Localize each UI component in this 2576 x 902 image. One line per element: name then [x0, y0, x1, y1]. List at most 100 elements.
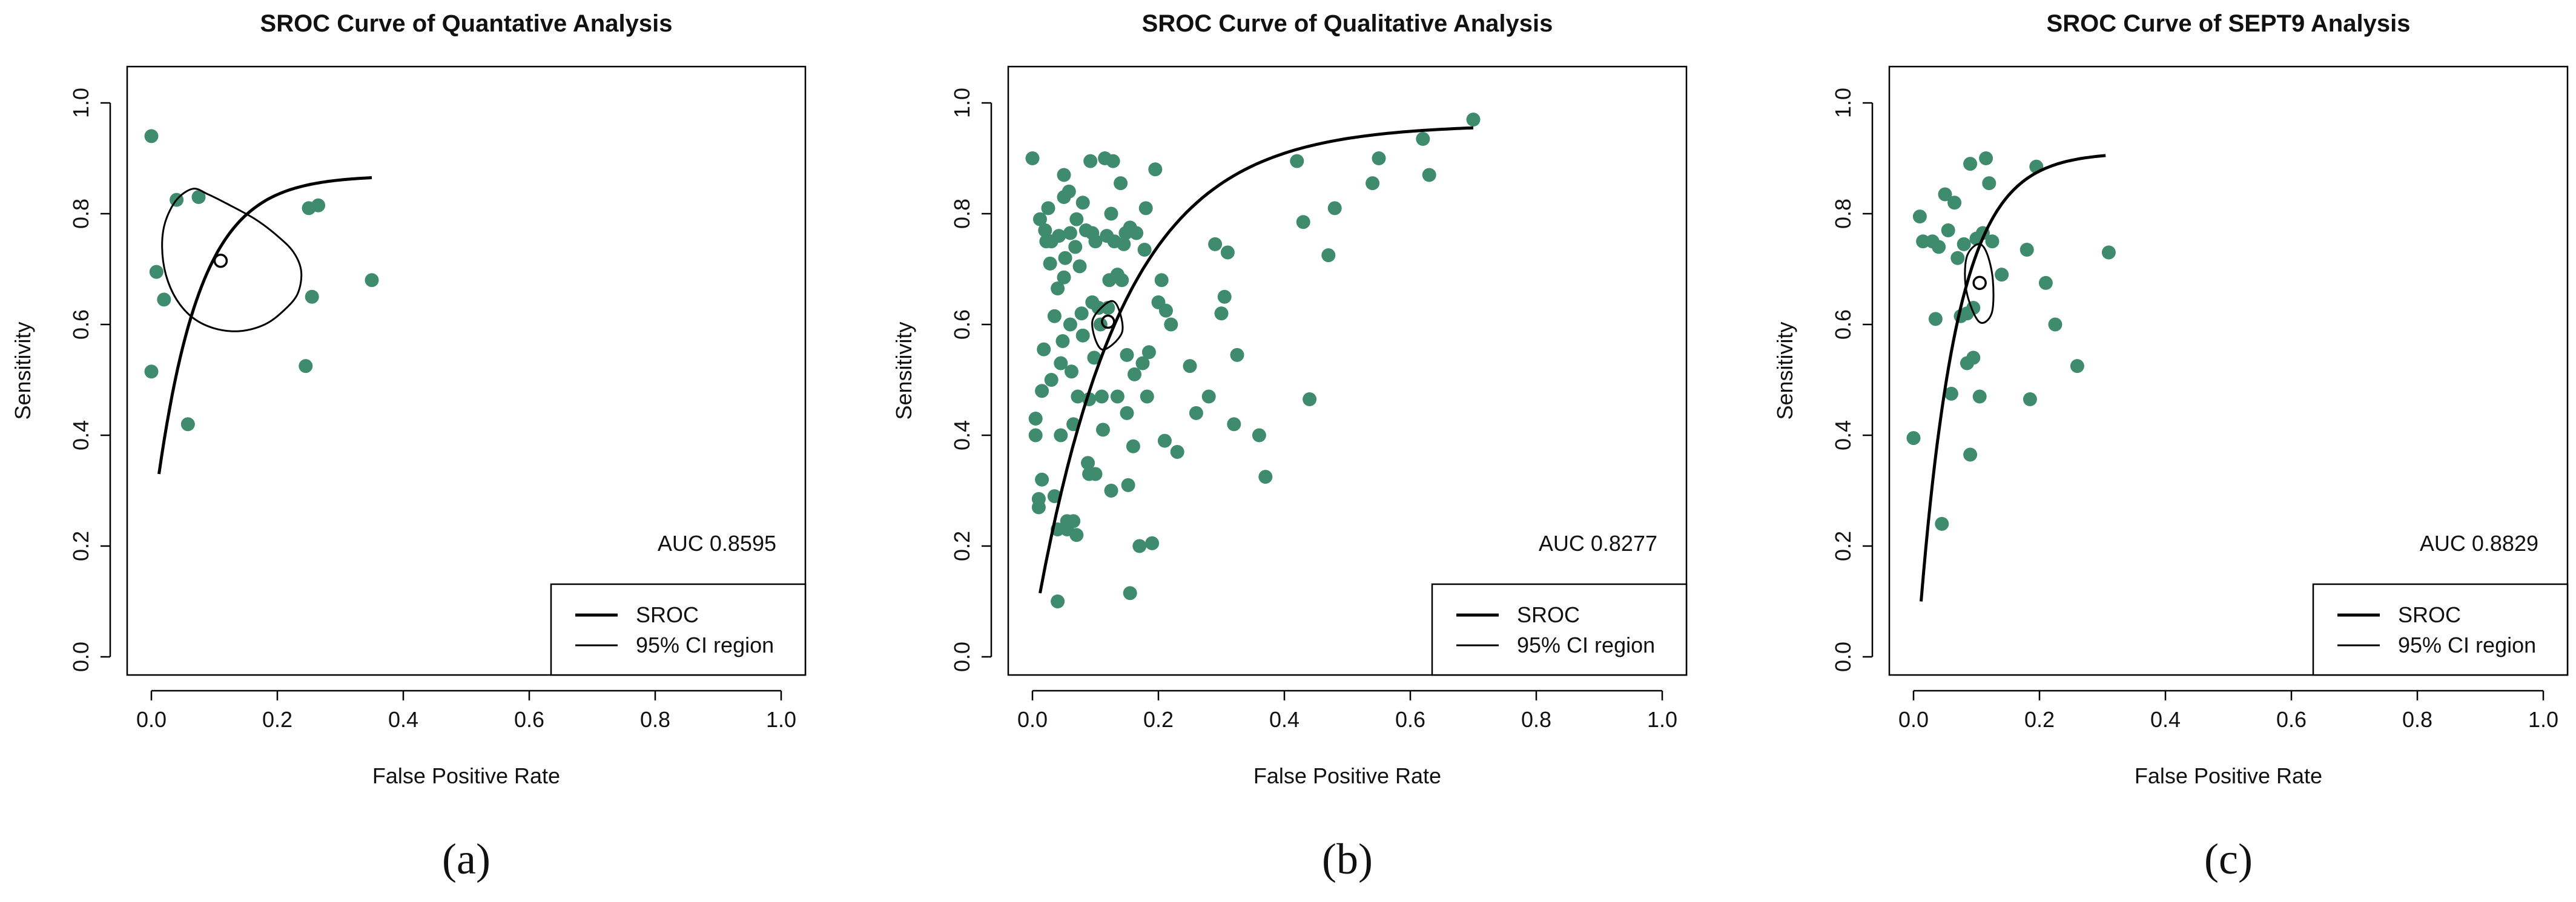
study-point [1094, 389, 1109, 404]
x-tick-label: 0.6 [1395, 707, 1425, 732]
study-point [1123, 586, 1137, 601]
study-point [1088, 467, 1103, 481]
study-point [1995, 268, 2009, 282]
summary-point [1101, 314, 1115, 329]
study-point [1120, 406, 1134, 420]
y-tick-label: 0.0 [1831, 642, 1855, 672]
study-point [1038, 223, 1052, 237]
study-point [1217, 289, 1232, 304]
study-point [1095, 423, 1110, 437]
y-tick-label: 0.0 [68, 642, 93, 672]
study-point [1087, 351, 1101, 365]
study-point [299, 359, 313, 374]
study-point [1950, 251, 1965, 265]
study-point [1935, 516, 1949, 531]
legend-sroc-label: SROC [636, 602, 699, 627]
study-point [1121, 478, 1135, 492]
study-point [1296, 215, 1310, 229]
study-point [149, 265, 163, 279]
study-point [1220, 245, 1235, 260]
study-point [1120, 347, 1134, 362]
study-point [1932, 240, 1946, 254]
chart-title: SROC Curve of Quantative Analysis [260, 10, 673, 37]
x-tick-label: 1.0 [766, 707, 796, 732]
summary-point [213, 254, 228, 268]
study-point [1054, 428, 1068, 443]
study-point [1982, 176, 1996, 191]
panel-3: SROC Curve of SEPT9 Analysis 0.0 0.2 0.4 0.6… [1772, 10, 2569, 883]
study-point [1214, 306, 1229, 321]
study-point [1321, 248, 1336, 263]
study-point [1055, 334, 1070, 348]
study-point [1158, 303, 1173, 318]
study-point [191, 190, 206, 205]
chart-title: SROC Curve of Qualitative Analysis [1142, 10, 1553, 37]
x-tick-label: 0.6 [2276, 707, 2307, 732]
study-point [1127, 367, 1141, 381]
study-point [1035, 384, 1049, 398]
study-point [2023, 392, 2037, 407]
study-point [1303, 392, 1317, 407]
ci-region [1091, 300, 1124, 351]
x-tick-label: 0.8 [640, 707, 670, 732]
plot-frame [1888, 65, 2569, 676]
ci-region [161, 188, 303, 332]
study-point [144, 364, 159, 379]
legend-sroc-label: SROC [1517, 602, 1580, 627]
study-point [1957, 237, 1971, 251]
study-point [1944, 386, 1958, 401]
y-tick-label: 0.6 [68, 309, 93, 340]
study-point [1025, 151, 1040, 165]
y-tick-label: 0.4 [68, 420, 93, 450]
study-point [1044, 373, 1058, 387]
study-point [1258, 470, 1273, 484]
x-tick-label: 0.2 [1143, 707, 1174, 732]
study-point [1183, 359, 1197, 374]
x-tick-label: 0.0 [136, 707, 167, 732]
study-point [157, 292, 171, 307]
study-point [1906, 431, 1921, 446]
study-point [1057, 270, 1071, 285]
study-point [1062, 184, 1076, 199]
study-point [1063, 317, 1077, 332]
study-point [1028, 412, 1043, 426]
study-point [1985, 234, 2000, 249]
study-point [1141, 345, 1156, 360]
study-point [144, 129, 159, 143]
study-point [1126, 439, 1140, 453]
panel-label: (a) [442, 835, 490, 883]
study-point [1028, 428, 1043, 443]
study-point [1189, 406, 1203, 420]
auc-label: AUC 0.8829 [2420, 531, 2538, 556]
x-tick-label: 1.0 [2528, 707, 2558, 732]
study-point [1208, 237, 1223, 251]
plot-frame [1007, 65, 1688, 676]
study-point [305, 289, 319, 304]
legend-sroc-label: SROC [2398, 602, 2461, 627]
x-tick-label: 0.8 [2402, 707, 2432, 732]
study-point [1963, 447, 1978, 462]
study-point [1037, 342, 1051, 357]
study-point [1115, 273, 1129, 288]
study-point [1138, 201, 1153, 216]
y-axis-label: Sensitivity [10, 321, 35, 420]
x-tick-label: 0.6 [514, 707, 544, 732]
y-tick-label: 0.8 [1831, 199, 1855, 229]
study-point [1114, 176, 1128, 191]
x-tick-label: 0.4 [388, 707, 418, 732]
x-tick-label: 0.0 [1017, 707, 1048, 732]
study-point [1031, 492, 1046, 506]
study-point [1947, 196, 1962, 210]
y-axis-label: Sensitivity [891, 321, 916, 420]
study-point [1227, 417, 1241, 432]
study-point [1164, 317, 1178, 332]
legend-ci-label: 95% CI region [2398, 633, 2536, 657]
study-point [1145, 536, 1160, 550]
legend-box [2312, 583, 2569, 676]
x-axis-label: False Positive Rate [2135, 763, 2322, 788]
y-tick-label: 1.0 [68, 88, 93, 118]
study-point [1041, 201, 1055, 216]
study-point [1075, 328, 1090, 343]
study-point [1043, 256, 1057, 271]
